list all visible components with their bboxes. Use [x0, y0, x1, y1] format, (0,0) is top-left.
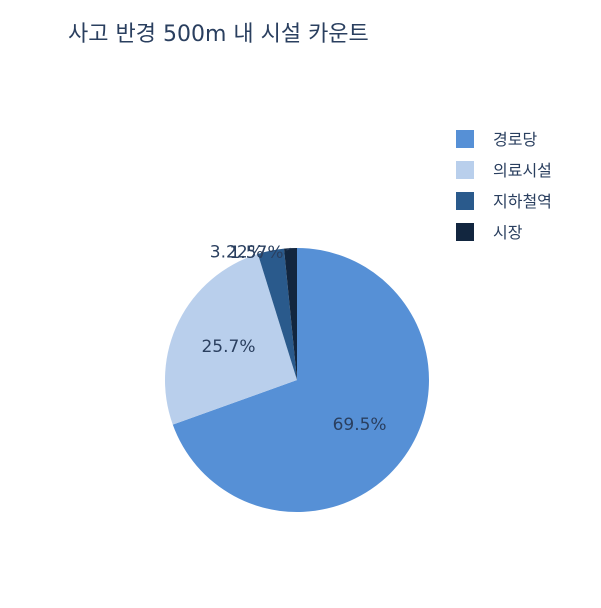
label-medical: 25.7%: [201, 337, 255, 357]
legend-label: 경로당: [493, 130, 537, 149]
pie-labels: 69.5% 25.7% 3.22%1.57%: [201, 243, 386, 435]
label-market: 1.57%: [229, 243, 283, 263]
chart-title: 사고 반경 500m 내 시설 카운트: [68, 22, 369, 47]
slice-gyeongrodang[interactable]: [172, 248, 429, 513]
legend-swatch: [456, 130, 474, 148]
legend-item-medical[interactable]: 의료시설: [456, 161, 552, 180]
legend-label: 시장: [493, 223, 523, 242]
label-gyeongrodang: 69.5%: [333, 415, 387, 435]
legend-label: 의료시설: [493, 161, 552, 180]
leader-line-market: [286, 247, 291, 251]
legend-label: 지하철역: [493, 192, 552, 211]
legend-item-subway[interactable]: 지하철역: [456, 192, 552, 211]
slice-medical[interactable]: [164, 253, 297, 425]
pie-slices: [164, 247, 429, 513]
legend-swatch: [456, 192, 474, 210]
legend-swatch: [456, 223, 474, 241]
legend-swatch: [456, 161, 474, 179]
legend-item-market[interactable]: 시장: [456, 223, 523, 242]
slice-market[interactable]: [284, 247, 297, 380]
legend-item-gyeongrodang[interactable]: 경로당: [456, 130, 537, 149]
slice-subway[interactable]: [257, 248, 297, 380]
label-subway: 3.22%: [210, 243, 264, 263]
